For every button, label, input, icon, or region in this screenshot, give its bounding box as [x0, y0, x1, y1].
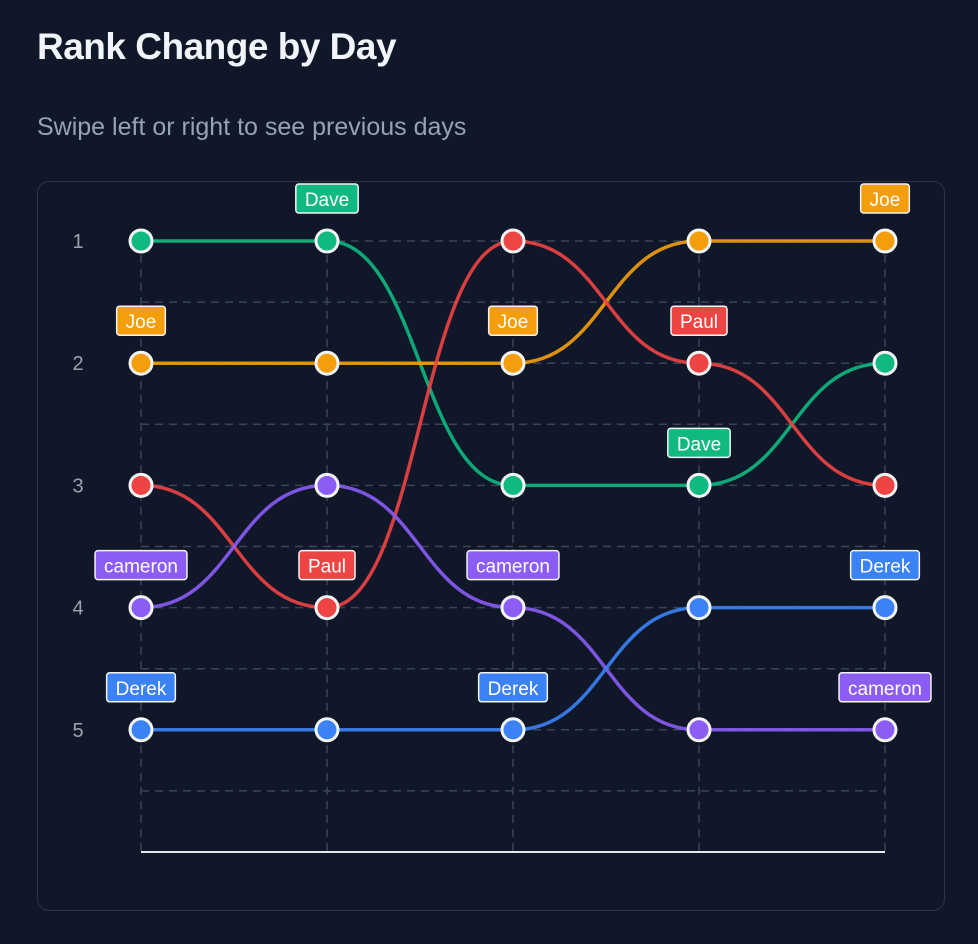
data-point-cameron: [872, 717, 898, 743]
data-point-joe: [128, 350, 154, 376]
point-label-box: [295, 183, 359, 214]
page-title: Rank Change by Day: [37, 26, 397, 67]
data-point-cameron: [500, 595, 526, 621]
data-point-cameron: [686, 717, 712, 743]
point-label-box: [849, 549, 921, 581]
point-label-paul: Paul: [308, 557, 346, 578]
data-point-dave: [872, 350, 898, 376]
data-point-derek: [872, 595, 898, 621]
point-label-derek: Derek: [860, 557, 911, 578]
series-line-cameron: [140, 483, 885, 732]
point-label-box: [115, 305, 167, 336]
point-label-joe: Joe: [498, 312, 529, 333]
point-label-box: [477, 672, 549, 703]
point-label-paul: Paul: [680, 312, 718, 333]
data-point-joe: [314, 350, 340, 376]
data-point-paul: [314, 595, 340, 621]
point-label-cameron: cameron: [848, 679, 922, 700]
point-label-box: [859, 183, 911, 214]
point-label-box: [298, 549, 356, 581]
data-point-dave: [686, 472, 712, 498]
series-line-paul: [140, 239, 886, 610]
data-point-dave: [500, 472, 526, 498]
point-label-box: [105, 672, 177, 703]
data-point-dave: [314, 228, 340, 254]
data-point-joe: [872, 228, 898, 254]
point-label-box: [838, 672, 932, 703]
data-point-joe: [686, 228, 712, 254]
point-label-dave: Dave: [305, 190, 349, 211]
data-point-paul: [686, 350, 712, 376]
point-label-dave: Dave: [677, 434, 721, 455]
series-line-joe: [141, 239, 885, 365]
data-point-dave: [128, 228, 154, 254]
data-point-derek: [500, 717, 526, 743]
data-point-derek: [686, 595, 712, 621]
data-point-joe: [500, 350, 526, 376]
point-label-box: [487, 305, 539, 336]
y-tick-label: 3: [72, 475, 83, 497]
point-label-derek: Derek: [116, 679, 167, 700]
point-label-cameron: cameron: [476, 557, 550, 578]
point-label-box: [667, 427, 731, 459]
point-label-box: [94, 549, 188, 581]
y-tick-label: 4: [72, 598, 83, 620]
y-tick-label: 1: [72, 231, 83, 253]
point-label-box: [670, 305, 728, 336]
point-label-joe: Joe: [126, 312, 157, 333]
data-point-derek: [314, 717, 340, 743]
data-point-paul: [500, 228, 526, 254]
point-label-derek: Derek: [488, 679, 539, 700]
y-tick-label: 2: [72, 353, 83, 375]
series-line-derek: [140, 605, 885, 732]
chart-card[interactable]: [37, 181, 945, 911]
data-point-cameron: [314, 472, 340, 498]
data-point-paul: [128, 472, 154, 498]
y-tick-label: 5: [72, 720, 83, 742]
point-label-cameron: cameron: [104, 557, 178, 578]
point-label-box: [466, 549, 560, 581]
data-point-cameron: [128, 595, 154, 621]
data-point-paul: [872, 472, 898, 498]
point-label-joe: Joe: [870, 190, 901, 211]
page-subtitle: Swipe left or right to see previous days: [37, 113, 467, 141]
data-point-derek: [128, 717, 154, 743]
